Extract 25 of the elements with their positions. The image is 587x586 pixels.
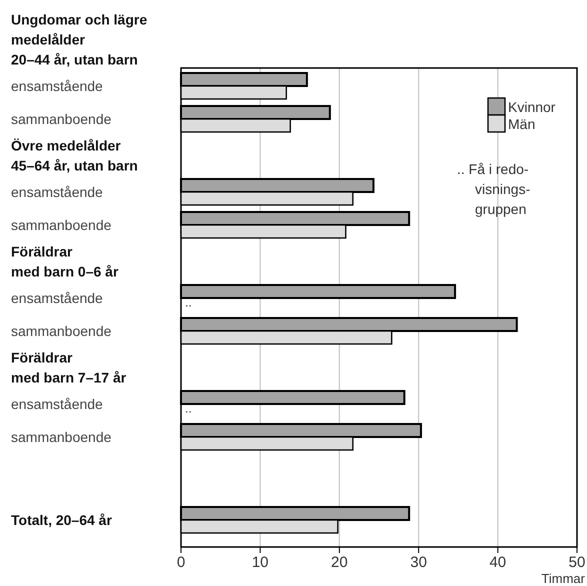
text: .. [185, 402, 192, 416]
y-tick-label: ensamstående [11, 78, 104, 94]
y-tick-label: ensamstående [11, 184, 104, 200]
x-tick-label: 30 [410, 554, 427, 571]
y-tick-label: ensamstående [11, 396, 104, 412]
x-tick-label: 40 [489, 554, 506, 571]
legend-label: Kvinnor [508, 99, 556, 115]
x-tick-label: 0 [176, 554, 186, 571]
x-tick-label: 50 [568, 554, 586, 571]
x-axis-title: Timmar [541, 571, 586, 586]
y-tick-label: Övre medelålder 45–64 år, utan barn [11, 138, 138, 174]
y-tick-label: Ungdomar och lägre medelålder 20–44 år, utan barn [11, 12, 148, 68]
y-tick-label: sammanboende [11, 111, 112, 127]
x-tick-label: 20 [331, 554, 348, 571]
text: .. [185, 296, 192, 310]
annotation: .. Få i redo- visnings- gruppen [457, 161, 531, 217]
y-tick-label: ensamstående [11, 290, 104, 306]
y-tick-label: Totalt, 20–64 år [11, 512, 112, 528]
y-tick-label: sammanboende [11, 429, 112, 445]
y-tick-label: sammanboende [11, 217, 112, 233]
y-tick-label: Föräldrar med barn 7–17 år [11, 350, 127, 386]
legend-label: Män [508, 116, 536, 132]
y-tick-label: Föräldrar med barn 0–6 år [11, 244, 119, 280]
y-tick-label: sammanboende [11, 323, 112, 339]
x-tick-label: 10 [252, 554, 269, 571]
